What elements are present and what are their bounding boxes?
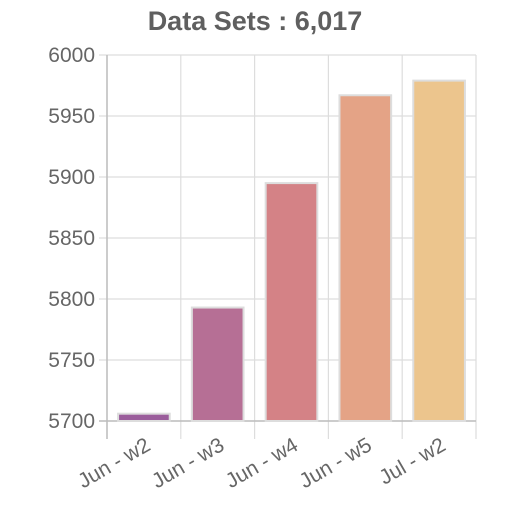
y-tick-label: 5850 — [48, 227, 95, 250]
bar — [412, 79, 466, 423]
x-tick-label: Jul - w2 — [375, 433, 449, 489]
x-tick-label: Jun - w5 — [296, 433, 376, 493]
chart-title: Data Sets : 6,017 — [147, 6, 363, 36]
y-tick-label: 5700 — [48, 410, 95, 433]
y-tick-label: 5800 — [48, 288, 95, 311]
x-tick-label: Jun - w3 — [148, 433, 228, 493]
x-tick-label: Jun - w2 — [74, 433, 154, 493]
y-tick-label: 5750 — [48, 349, 95, 372]
y-tick-label: 5950 — [48, 105, 95, 128]
bar — [117, 412, 171, 422]
x-tick-label: Jun - w4 — [222, 433, 303, 493]
bar — [190, 306, 245, 423]
y-tick-label: 5900 — [48, 166, 95, 189]
y-tick-label: 6000 — [48, 44, 95, 67]
bar — [264, 182, 319, 422]
bar — [338, 94, 393, 422]
